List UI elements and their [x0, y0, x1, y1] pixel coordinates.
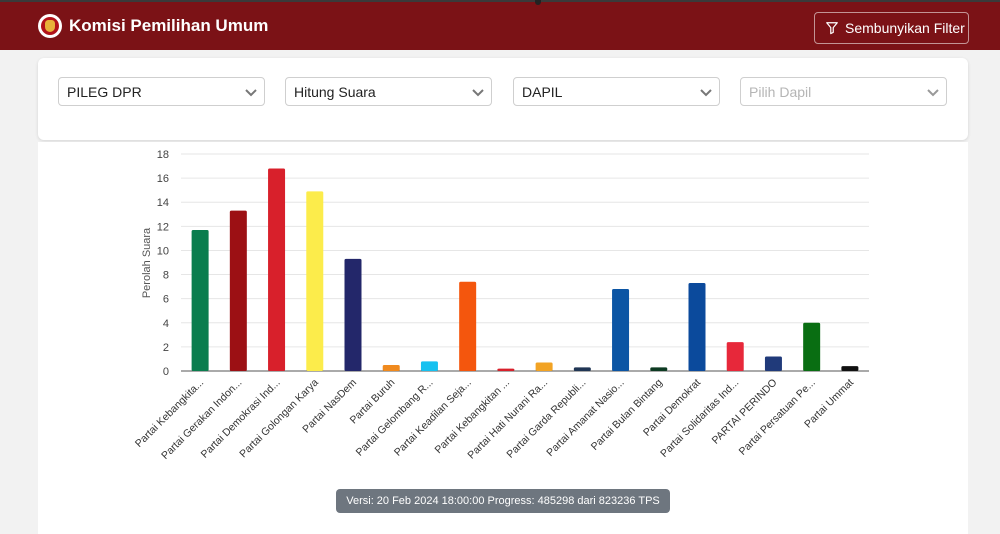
bar-15	[726, 342, 744, 371]
version-progress-badge: Versi: 20 Feb 2024 18:00:00 Progress: 48…	[336, 489, 670, 531]
dapil-select[interactable]: Pilih Dapil	[740, 77, 947, 106]
bar-11	[573, 367, 591, 371]
area-level-value: DAPIL	[522, 84, 563, 100]
y-tick-label: 8	[163, 270, 169, 282]
chart-panel: 0 2 4 6 8 10 12 14 16 18 Perolah Suara Partai Keban…	[38, 142, 968, 534]
bar-10	[535, 362, 553, 371]
funnel-icon	[826, 22, 838, 35]
count-type-select[interactable]: Hitung Suara	[285, 77, 492, 106]
y-tick-label: 6	[163, 294, 169, 306]
y-tick-label: 12	[157, 221, 169, 233]
camera-notch	[535, 0, 541, 5]
election-select[interactable]: PILEG DPR	[58, 77, 265, 106]
x-tick-label: Partai Bulan Bintang	[589, 377, 665, 453]
chevron-down-icon	[245, 89, 257, 97]
y-axis-label: Perolah Suara	[141, 227, 153, 298]
bar-8	[459, 281, 477, 371]
bar-12	[612, 289, 630, 371]
top-bar: Komisi Pemilihan Umum Sembunyikan Filter	[0, 0, 1000, 50]
bar-13	[650, 367, 668, 371]
election-value: PILEG DPR	[67, 84, 142, 100]
y-tick-label: 16	[157, 173, 169, 185]
x-tick-label: Partai Kebangkita...	[133, 377, 206, 450]
x-tick-label: PARTAI PERINDO	[710, 377, 780, 447]
area-level-select[interactable]: DAPIL	[513, 77, 720, 106]
bar-7	[420, 361, 438, 371]
bar-9	[497, 368, 515, 371]
bar-18	[841, 366, 859, 371]
chevron-down-icon	[700, 89, 712, 97]
y-tick-label: 2	[163, 342, 169, 354]
app-title: Komisi Pemilihan Umum	[69, 16, 269, 35]
bar-1	[191, 229, 209, 371]
chevron-down-icon	[472, 89, 484, 97]
bar-4	[306, 191, 324, 371]
y-tick-label: 18	[157, 149, 169, 161]
hide-filter-label: Sembunyikan Filter	[845, 20, 965, 36]
y-tick-label: 0	[163, 366, 169, 378]
bar-6	[382, 364, 400, 371]
chevron-down-icon	[927, 89, 939, 97]
kpu-logo-icon	[38, 14, 62, 38]
y-tick-label: 4	[163, 318, 169, 330]
y-tick-label: 10	[157, 245, 169, 257]
bar-16	[764, 356, 782, 371]
bar-3	[268, 168, 286, 371]
bar-2	[229, 210, 247, 371]
count-type-value: Hitung Suara	[294, 84, 376, 100]
dapil-placeholder: Pilih Dapil	[749, 84, 812, 100]
vote-bar-chart: 0 2 4 6 8 10 12 14 16 18 Perolah Suara Partai Keban…	[133, 149, 869, 462]
x-tick-label: Partai Kebangkitan ...	[433, 377, 512, 456]
bar-17	[803, 322, 821, 371]
bar-5	[344, 258, 362, 371]
filter-panel: PILEG DPR Hitung Suara DAPIL Pilih Dapil	[38, 58, 968, 140]
hide-filter-button[interactable]: Sembunyikan Filter	[814, 12, 969, 44]
y-tick-label: 14	[157, 197, 169, 209]
bar-14	[688, 282, 706, 371]
